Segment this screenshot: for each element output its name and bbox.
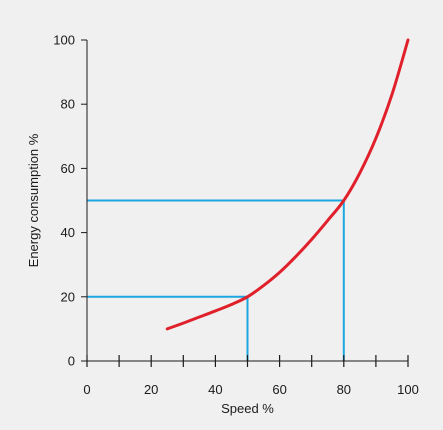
y-tick-label: 60 [61, 161, 75, 176]
x-tick-label: 40 [208, 382, 222, 397]
y-axis-label: Energy consumption % [26, 133, 41, 267]
x-tick-label: 0 [83, 382, 90, 397]
y-tick-label: 0 [68, 354, 75, 369]
curve-group [167, 40, 408, 329]
y-tick-label: 20 [61, 289, 75, 304]
y-tick-label: 80 [61, 97, 75, 112]
x-tick-label: 100 [397, 382, 419, 397]
energy-curve [167, 40, 408, 329]
y-tick-label: 40 [61, 225, 75, 240]
x-axis-label: Speed % [221, 401, 274, 416]
x-tick-label: 20 [144, 382, 158, 397]
guide-lines-group [87, 201, 344, 362]
x-tick-label: 60 [272, 382, 286, 397]
axes-group [81, 40, 408, 367]
x-tick-label: 80 [337, 382, 351, 397]
labels-group: 0 20 40 60 80 100 0 20 40 60 80 100 Speed % Energy co… [26, 33, 419, 417]
y-tick-label: 100 [53, 33, 75, 48]
